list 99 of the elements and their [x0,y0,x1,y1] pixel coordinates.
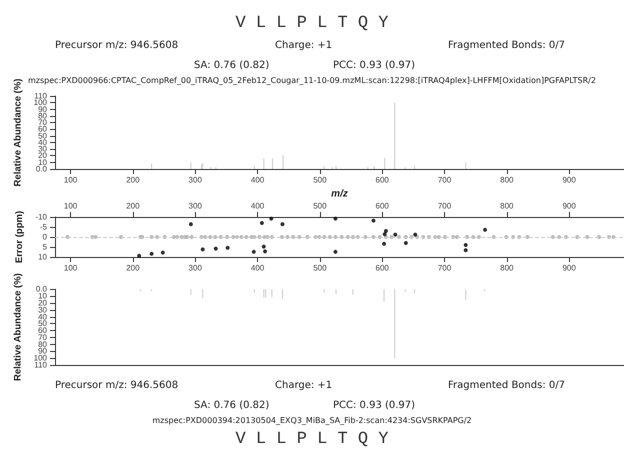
text: Precursor m/z: 946.5608 [55,380,178,391]
point [280,222,284,226]
x2-tick-label: 400 [250,202,265,210]
x2-tick-label: 800 [500,202,514,210]
point [384,229,388,233]
y-tick-label: 30 [38,144,48,154]
x-tick-label: 300 [188,176,202,184]
point [260,221,264,225]
y-tick-label: 90 [38,346,48,356]
y-tick-label: 0.0 [36,284,48,294]
y-tick-label: 5 [42,242,48,252]
point [214,246,218,251]
y-tick-label: 10 [38,252,48,262]
y-tick-label: 30 [38,305,48,314]
point [263,249,268,254]
x2-tick-label: 900 [562,202,576,210]
y-tick-label: 110 [34,92,48,100]
point [382,242,386,246]
y-tick-label: 100 [34,354,48,363]
x2-tick-label: 500 [313,202,328,210]
point [333,250,338,254]
y-axis-title: Relative Abundance (%) [12,273,24,382]
x-tick-label: 700 [438,176,452,184]
x-tick-label: 500 [313,264,328,272]
x-tick-label: 700 [438,264,452,272]
x-tick-label: 600 [376,264,390,272]
x-tick-label: 900 [562,176,576,184]
text: SA: 0.76 (0.82) [194,60,270,71]
y-tick-label: 40 [38,312,48,322]
x-tick-label: 100 [64,264,78,272]
y-tick-label: 50 [38,319,48,328]
point [226,246,230,250]
y-tick-label: 0.0 [36,164,48,174]
point [371,218,376,223]
y-tick-label: 50 [38,131,48,140]
point [382,232,387,236]
text: mzspec:PXD000966:CPTAC_CompRef_00_iTRAQ_05_2Feb12_Cougar_11-10-09.mzML:scan:12298:[iTRAQ4plex]-LHFFM[Oxidation]PGFAPLTSR/2 [28,76,596,85]
y-tick-label: 0 [42,232,48,242]
text: Fragmented Bonds: 0/7 [448,40,565,51]
text: Fragmented Bonds: 0/7 [448,380,565,391]
text: Charge: +1 [275,40,332,51]
point [464,248,468,252]
y-tick-label: 10 [38,292,48,301]
y-tick-label: 60 [38,326,48,336]
y-tick-label: 100 [34,98,48,108]
text: Charge: +1 [275,380,332,391]
point [262,244,266,249]
x-axis-title: m/z [331,188,348,200]
text: PCC: 0.93 (0.97) [333,60,416,71]
x2-tick-label: 100 [64,202,78,210]
y-tick-label: 80 [38,340,48,349]
x-tick-label: 400 [250,176,265,184]
point [413,232,418,237]
y-tick-label: 90 [38,104,48,114]
x-tick-label: 600 [376,176,390,184]
point [404,241,408,245]
y-tick-label: 10 [38,158,48,167]
x-tick-label: 200 [126,176,140,184]
point [393,232,398,237]
point [137,254,142,258]
text: PCC: 0.93 (0.97) [333,400,416,411]
x-tick-label: 100 [64,176,78,184]
point [160,250,165,255]
point [269,216,274,221]
chart-title: V L L P L T Q Y [234,14,390,33]
text: Precursor m/z: 946.5608 [55,40,178,51]
point [200,247,205,252]
y-tick-label: 70 [38,118,48,128]
text: V L L P L T Q Y [234,430,390,449]
y-tick-label: -10 [35,212,48,222]
y-tick-label: -5 [40,222,48,232]
x-tick-label: 800 [500,176,514,184]
y-axis-title: Relative Abundance (%) [12,78,24,186]
y-tick-label: 70 [38,332,48,342]
text: SA: 0.76 (0.82) [194,400,270,411]
point [333,216,338,221]
x-tick-label: 800 [500,264,514,272]
y-tick-label: 60 [38,124,48,134]
y-tick-label: 80 [38,111,48,120]
x-tick-label: 900 [562,264,576,272]
text: mzspec:PXD000394:20130504_EXQ3_MiBa_SA_Fib-2:scan:4234:SGVSRKPAPG/2 [151,416,473,425]
x-tick-label: 500 [313,176,328,184]
x2-tick-label: 600 [376,202,390,210]
y-tick-label: 110 [34,360,48,370]
point [252,250,256,254]
y-tick-label: 40 [38,138,48,147]
x-tick-label: 300 [188,264,202,272]
x2-tick-label: 200 [126,202,140,210]
point [464,243,468,247]
y-tick-label: 20 [38,298,48,308]
x-tick-label: 400 [250,264,265,272]
point [188,222,193,226]
y-tick-label: 20 [38,151,48,160]
x-tick-label: 200 [126,264,140,272]
y-axis-title: Error (ppm) [14,210,26,264]
x2-tick-label: 700 [438,202,452,210]
x2-tick-label: 300 [188,202,202,210]
point [150,252,154,256]
point [483,228,488,232]
